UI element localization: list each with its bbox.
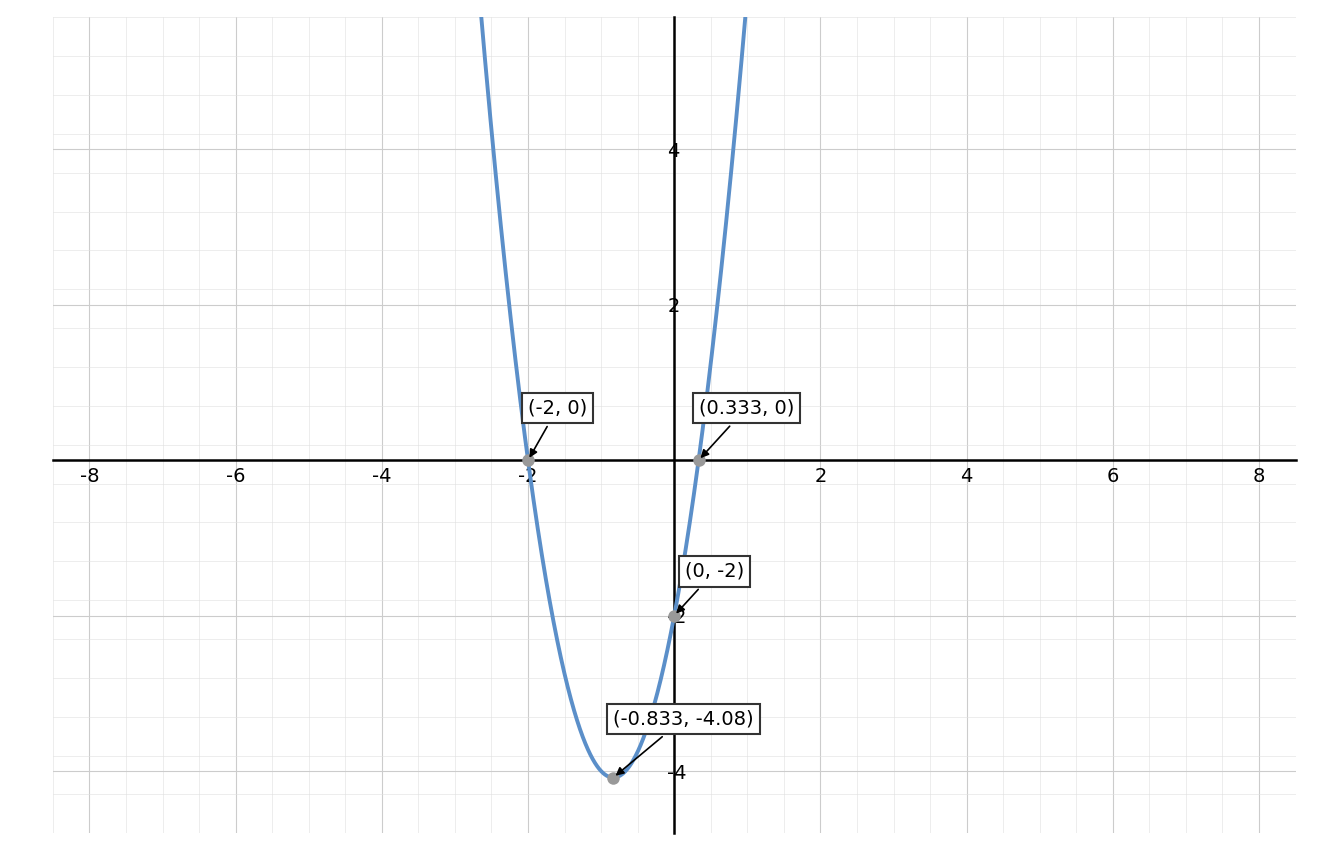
- Text: (0, -2): (0, -2): [677, 562, 744, 612]
- Text: (-2, 0): (-2, 0): [527, 398, 587, 457]
- Text: (0.333, 0): (0.333, 0): [698, 398, 795, 457]
- Text: (-0.833, -4.08): (-0.833, -4.08): [613, 709, 754, 774]
